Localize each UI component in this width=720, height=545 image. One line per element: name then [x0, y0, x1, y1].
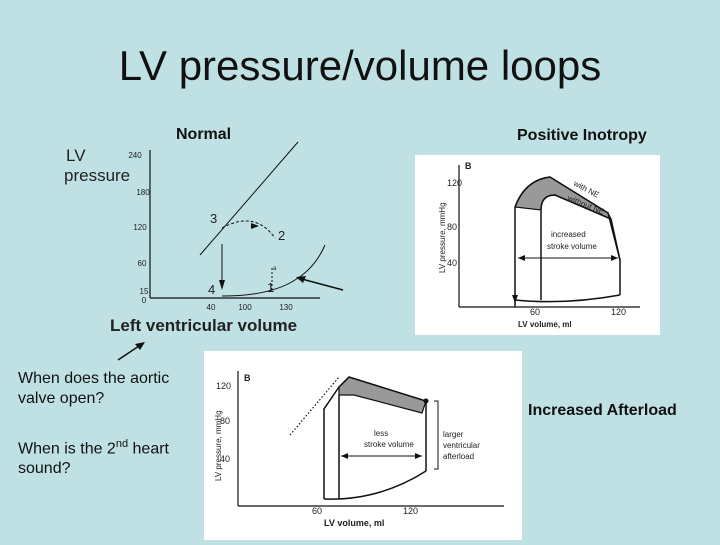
- question-2-sup: nd: [115, 438, 129, 450]
- inotropy-ytick: 80: [447, 222, 457, 232]
- filling-curve: [221, 244, 326, 297]
- normal-xlabel: Left ventricular volume: [110, 316, 298, 335]
- espvr-line: [199, 141, 299, 256]
- afterload-panel-letter: B: [244, 373, 251, 383]
- afterload-espvr: [289, 376, 340, 436]
- afterload-panel-label: Increased Afterload: [528, 402, 677, 419]
- inotropy-xlabel: LV volume, ml: [518, 320, 572, 329]
- normal-xtick: 40: [207, 303, 216, 312]
- afterload-bracket: [434, 400, 439, 470]
- normal-ytick: 0: [142, 296, 147, 305]
- question-2-suffix: heart sound?: [18, 440, 169, 478]
- point-1-label: 1: [267, 280, 274, 295]
- point-3-label: 3: [210, 211, 217, 226]
- afterload-sv-arrowhead-left: [341, 453, 348, 459]
- inotropy-xtick: 60: [530, 307, 540, 317]
- normal-ylabel-line2: pressure: [64, 166, 130, 185]
- afterload-ytick: 80: [220, 416, 230, 426]
- inotropy-arrowhead: [512, 295, 518, 303]
- inotropy-loop-with-ne: [514, 176, 621, 300]
- inotropy-pv-diagram: B LV pressure, mmHg 120 80 40 60 120 LV …: [438, 161, 640, 329]
- afterload-ytick: 40: [220, 454, 230, 464]
- afterload-larger-line3: afterload: [443, 452, 474, 461]
- normal-xtick: 130: [279, 303, 293, 312]
- normal-ytick: 60: [138, 259, 147, 268]
- point-4-label: 4: [208, 282, 215, 297]
- normal-ytick: 15: [140, 287, 149, 296]
- afterload-less-line1: less: [374, 429, 388, 438]
- afterload-pv-diagram: B LV pressure, mmHg 120 80 40 60 120 LV …: [214, 371, 504, 528]
- afterload-xtick: 60: [312, 506, 322, 516]
- point-a-label: a: [273, 266, 277, 272]
- inotropy-xtick: 120: [611, 307, 626, 317]
- stroke-volume-arrowhead-right: [611, 255, 618, 261]
- afterload-es-point: [423, 398, 429, 404]
- question-arrow: [117, 342, 145, 361]
- inotropy-ytick: 40: [447, 258, 457, 268]
- normal-pv-loop-diagram: LV pressure 240 180 120 60 15 0 40 100 1…: [64, 141, 344, 312]
- question-aortic-valve: When does the aortic valve open?: [18, 370, 170, 407]
- normal-ylabel-line1: LV: [66, 146, 86, 165]
- inotropy-ylabel: LV pressure, mmHg: [438, 202, 447, 273]
- normal-ytick: 120: [133, 223, 147, 232]
- ejection-arc: [221, 220, 276, 239]
- afterload-xlabel: LV volume, ml: [324, 518, 384, 528]
- ejection-arrowhead: [251, 223, 259, 229]
- slide-title: LV pressure/volume loops: [118, 42, 602, 89]
- question-second-heart-sound: When is the 2nd heart sound?: [18, 434, 198, 479]
- afterload-loop-outer: [323, 376, 427, 499]
- normal-panel-label: Normal: [176, 126, 232, 143]
- afterload-shaded-area: [338, 376, 427, 414]
- afterload-panel: B LV pressure, mmHg 120 80 40 60 120 LV …: [204, 351, 522, 540]
- normal-ytick: 240: [128, 151, 142, 160]
- inotropy-panel: B LV pressure, mmHg 120 80 40 60 120 LV …: [415, 155, 660, 335]
- afterload-filling-curve: [323, 470, 427, 500]
- afterload-less-line2: stroke volume: [364, 440, 414, 449]
- inotropy-ytick: 120: [447, 178, 462, 188]
- inotropy-annotation-line1: increased: [551, 230, 586, 239]
- afterload-larger-line2: ventricular: [443, 441, 480, 450]
- stroke-volume-arrowhead-left: [518, 255, 525, 261]
- afterload-larger-line1: larger: [443, 430, 464, 439]
- afterload-ylabel: LV pressure, mmHg: [214, 410, 223, 481]
- pointer-arrowhead: [296, 276, 306, 283]
- question-2-prefix: When is the 2: [18, 440, 116, 458]
- point-2-label: 2: [278, 228, 285, 243]
- afterload-sv-arrowhead-right: [415, 453, 422, 459]
- inotropy-loop-without-ne: [540, 194, 621, 300]
- normal-ytick: 180: [136, 188, 150, 197]
- afterload-xtick: 120: [403, 506, 418, 516]
- question-arrowhead: [135, 342, 145, 350]
- without-ne-label: without NE: [565, 193, 605, 216]
- afterload-ytick: 120: [216, 381, 231, 391]
- normal-xtick: 100: [238, 303, 252, 312]
- inotropy-panel-label: Positive Inotropy: [517, 127, 647, 144]
- inotropy-filling-curve: [514, 294, 621, 303]
- inotropy-annotation-line2: stroke volume: [547, 242, 597, 251]
- relaxation-arrowhead: [219, 280, 225, 290]
- pointer-arrow: [297, 277, 344, 291]
- inotropy-panel-letter: B: [465, 161, 472, 171]
